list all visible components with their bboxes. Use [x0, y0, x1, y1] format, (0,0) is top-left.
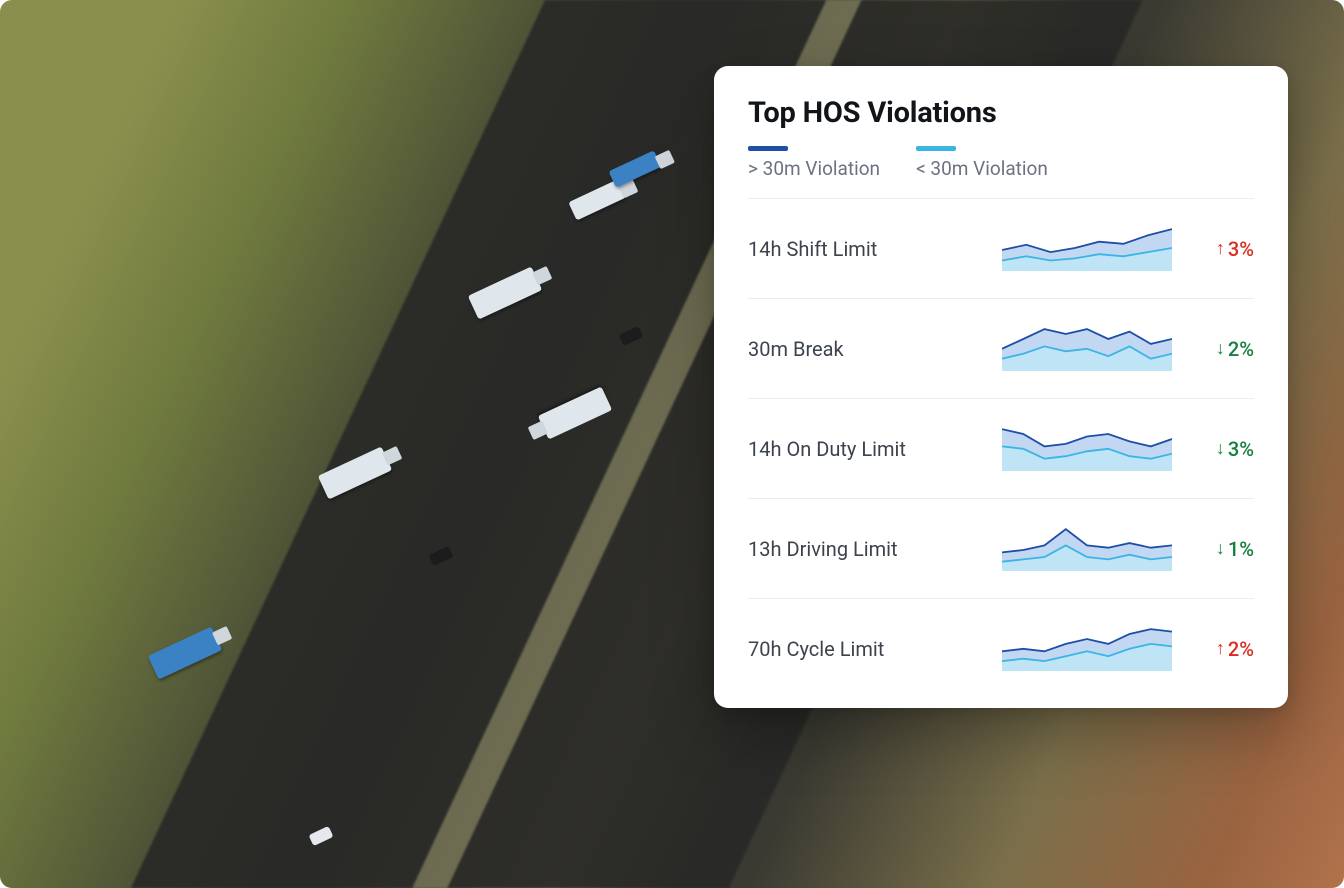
violation-label: 70h Cycle Limit	[748, 637, 982, 661]
delta-percent: 3%	[1228, 437, 1254, 461]
sparkline	[1002, 627, 1172, 671]
background-photo: Top HOS Violations > 30m Violation < 30m…	[0, 0, 1344, 888]
violation-row[interactable]: 14h Shift Limit ↑3%	[748, 198, 1254, 298]
sparkline	[1002, 527, 1172, 571]
chart-legend: > 30m Violation < 30m Violation	[748, 146, 1254, 180]
violation-row[interactable]: 13h Driving Limit ↓1%	[748, 498, 1254, 598]
card-title: Top HOS Violations	[748, 96, 1254, 130]
hos-violations-card: Top HOS Violations > 30m Violation < 30m…	[714, 66, 1288, 708]
violation-label: 30m Break	[748, 337, 982, 361]
arrow-down-icon: ↓	[1216, 540, 1225, 558]
legend-label: < 30m Violation	[916, 157, 1048, 180]
legend-item-over-30m: > 30m Violation	[748, 146, 880, 180]
violation-row[interactable]: 14h On Duty Limit ↓3%	[748, 398, 1254, 498]
legend-swatch	[916, 146, 956, 151]
delta-percent: 1%	[1228, 537, 1254, 561]
legend-swatch	[748, 146, 788, 151]
delta-value: ↑2%	[1192, 637, 1254, 661]
violation-row[interactable]: 30m Break ↓2%	[748, 298, 1254, 398]
delta-value: ↓1%	[1192, 537, 1254, 561]
arrow-up-icon: ↑	[1216, 640, 1225, 658]
violation-label: 13h Driving Limit	[748, 537, 982, 561]
legend-label: > 30m Violation	[748, 157, 880, 180]
violation-row[interactable]: 70h Cycle Limit ↑2%	[748, 598, 1254, 698]
arrow-up-icon: ↑	[1216, 240, 1225, 258]
violation-rows: 14h Shift Limit ↑3%30m Break ↓2%14h On D…	[748, 198, 1254, 698]
legend-item-under-30m: < 30m Violation	[916, 146, 1048, 180]
sparkline	[1002, 327, 1172, 371]
arrow-down-icon: ↓	[1216, 440, 1225, 458]
arrow-down-icon: ↓	[1216, 340, 1225, 358]
delta-value: ↑3%	[1192, 237, 1254, 261]
delta-value: ↓2%	[1192, 337, 1254, 361]
violation-label: 14h Shift Limit	[748, 237, 982, 261]
violation-label: 14h On Duty Limit	[748, 437, 982, 461]
delta-value: ↓3%	[1192, 437, 1254, 461]
delta-percent: 2%	[1228, 637, 1254, 661]
sparkline	[1002, 427, 1172, 471]
sparkline	[1002, 227, 1172, 271]
delta-percent: 3%	[1228, 237, 1254, 261]
delta-percent: 2%	[1228, 337, 1254, 361]
